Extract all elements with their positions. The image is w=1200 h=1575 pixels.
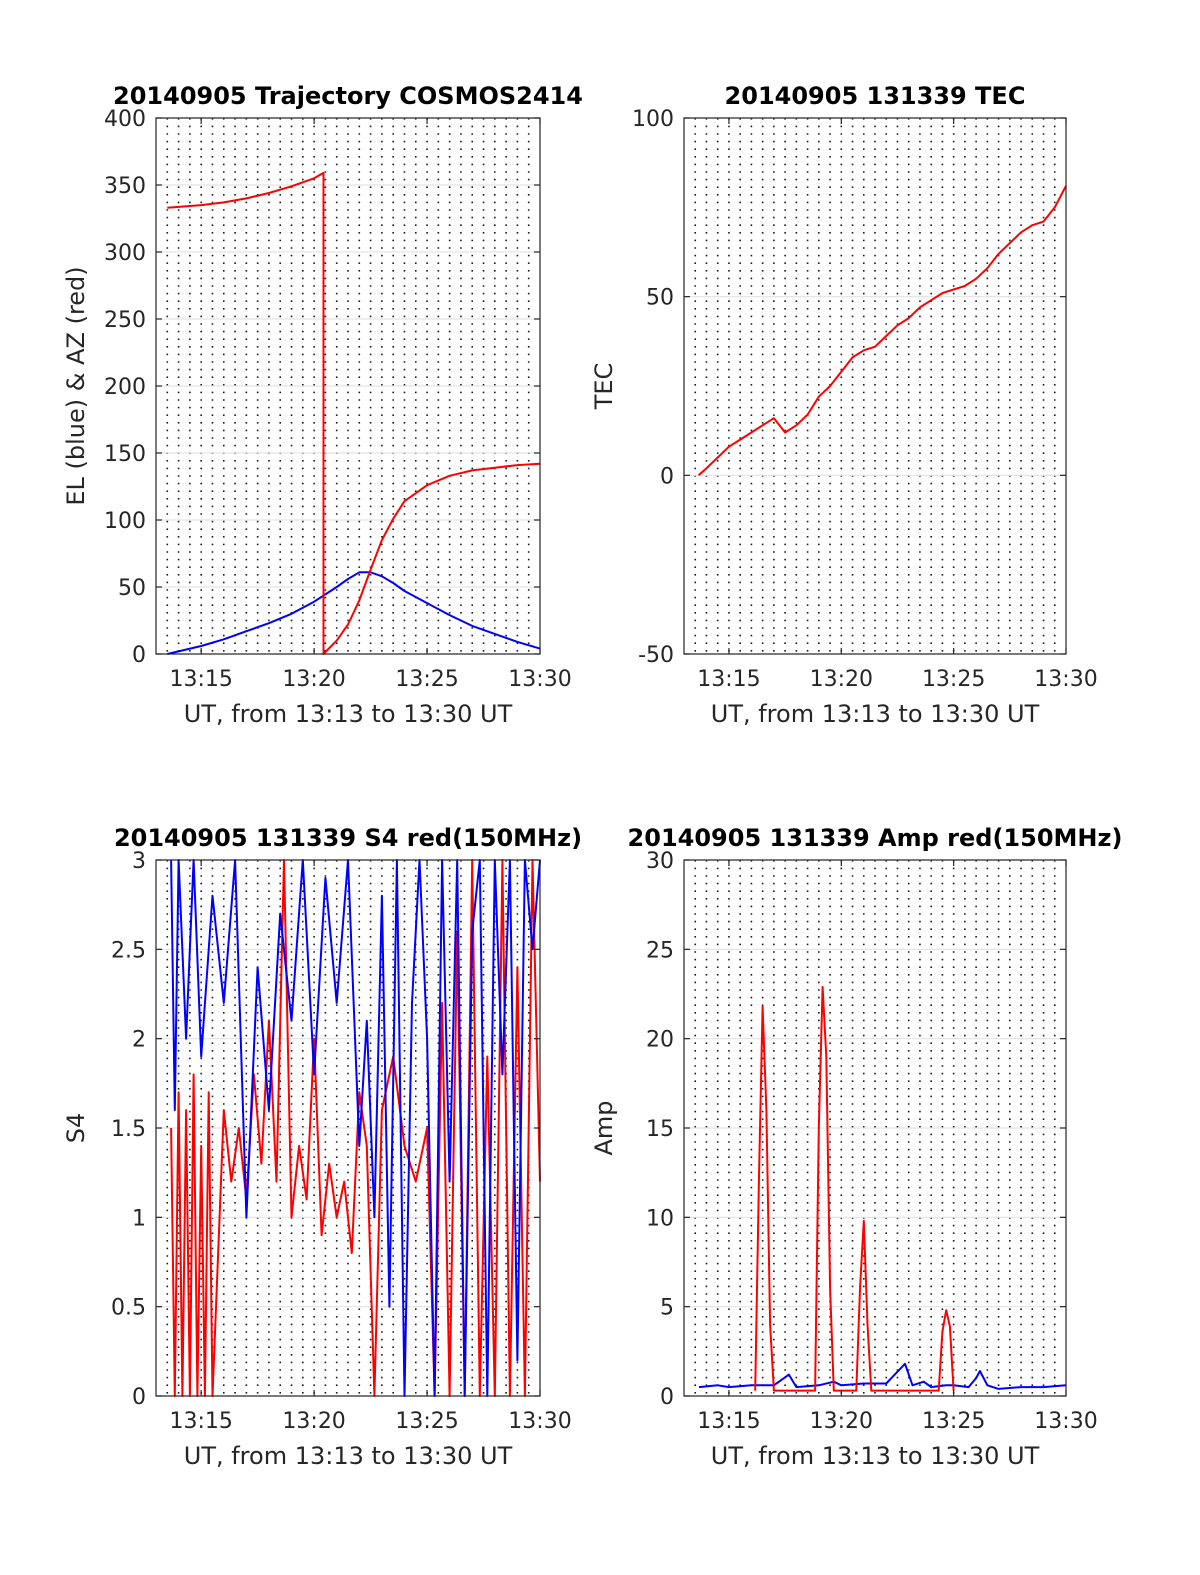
series-line [754, 985, 955, 1392]
data-series [167, 171, 541, 655]
chart-title: 20140905 Trajectory COSMOS2414 [113, 82, 583, 110]
x-tick-label: 13:15 [697, 1409, 760, 1434]
x-axis-label: UT, from 13:13 to 13:30 UT [711, 1442, 1040, 1470]
axis-ticks: 13:15 13:20 13:25 13:30 0 0.5 1 1.5 2 2.5 3 [111, 849, 572, 1434]
chart-amp: 13:15 13:20 13:25 13:30 0 5 10 15 20 25 30 2014090… [590, 824, 1122, 1470]
y-tick-label: 350 [104, 174, 146, 199]
y-tick-label: 25 [646, 938, 674, 963]
chart-s4: 13:15 13:20 13:25 13:30 0 0.5 1 1.5 2 2.5 3 201409… [62, 824, 582, 1470]
data-series [170, 859, 541, 1397]
x-axis-label: UT, from 13:13 to 13:30 UT [184, 1442, 513, 1470]
y-tick-label: 250 [104, 308, 146, 333]
data-series [698, 985, 1067, 1392]
x-tick-label: 13:30 [1034, 1409, 1097, 1434]
x-tick-label: 13:15 [697, 667, 760, 692]
x-axis-label: UT, from 13:13 to 13:30 UT [711, 700, 1040, 728]
y-tick-label: 0 [132, 643, 146, 668]
y-tick-label: 0 [660, 464, 674, 489]
x-axis-label: UT, from 13:13 to 13:30 UT [184, 700, 513, 728]
series-line [697, 185, 1067, 477]
x-tick-label: 13:25 [395, 667, 458, 692]
y-tick-label: 2 [132, 1028, 146, 1053]
y-tick-label: 1 [132, 1206, 146, 1231]
x-tick-label: 13:20 [810, 1409, 873, 1434]
x-tick-label: 13:25 [922, 1409, 985, 1434]
y-tick-label: 20 [646, 1028, 674, 1053]
data-series [697, 185, 1067, 477]
x-tick-label: 13:15 [169, 667, 232, 692]
chart-title: 20140905 131339 TEC [725, 82, 1026, 110]
x-tick-label: 13:20 [282, 667, 345, 692]
series-line [167, 571, 541, 655]
chart-tec: 13:15 13:20 13:25 13:30 -50 0 50 100 20140905 1… [590, 82, 1098, 728]
series-line [170, 859, 541, 1397]
axis-ticks: 13:15 13:20 13:25 13:30 0 50 100 150 200 250 300 35… [104, 107, 572, 692]
y-tick-label: 2.5 [111, 938, 146, 963]
chart-title: 20140905 131339 S4 red(150MHz) [114, 824, 582, 852]
y-tick-label: 30 [646, 849, 674, 874]
y-tick-label: 100 [104, 509, 146, 534]
chart-title: 20140905 131339 Amp red(150MHz) [628, 824, 1123, 852]
y-tick-label: 5 [660, 1296, 674, 1321]
series-line [698, 1362, 1067, 1390]
y-tick-label: 100 [632, 107, 674, 132]
y-tick-label: 1.5 [111, 1117, 146, 1142]
x-tick-label: 13:30 [1034, 667, 1097, 692]
y-tick-label: 200 [104, 375, 146, 400]
y-tick-label: 400 [104, 107, 146, 132]
x-tick-label: 13:20 [282, 1409, 345, 1434]
y-tick-label: 0.5 [111, 1296, 146, 1321]
y-tick-label: 0 [132, 1385, 146, 1410]
y-tick-label: -50 [638, 643, 674, 668]
x-tick-label: 13:25 [922, 667, 985, 692]
y-tick-label: 150 [104, 442, 146, 467]
plot-frame [683, 117, 1067, 655]
x-tick-label: 13:15 [169, 1409, 232, 1434]
y-tick-label: 10 [646, 1206, 674, 1231]
y-tick-label: 300 [104, 241, 146, 266]
x-tick-label: 13:25 [395, 1409, 458, 1434]
y-tick-label: 15 [646, 1117, 674, 1142]
x-tick-label: 13:30 [508, 667, 571, 692]
y-axis-label: S4 [62, 1113, 90, 1144]
x-tick-label: 13:30 [508, 1409, 571, 1434]
axis-ticks: 13:15 13:20 13:25 13:30 0 5 10 15 20 25 30 [646, 849, 1098, 1434]
series-line [167, 171, 541, 655]
y-axis-label: Amp [590, 1100, 618, 1155]
chart-trajectory: 13:15 13:20 13:25 13:30 0 50 100 150 200 250 300 35… [62, 82, 583, 728]
y-tick-label: 0 [660, 1385, 674, 1410]
y-tick-label: 50 [118, 576, 146, 601]
y-axis-label: TEC [590, 363, 618, 411]
series-line [170, 859, 541, 1397]
axis-ticks: 13:15 13:20 13:25 13:30 -50 0 50 100 [632, 107, 1098, 692]
y-axis-label: EL (blue) & AZ (red) [62, 266, 90, 505]
y-tick-label: 50 [646, 286, 674, 311]
y-tick-label: 3 [132, 849, 146, 874]
x-tick-label: 13:20 [810, 667, 873, 692]
